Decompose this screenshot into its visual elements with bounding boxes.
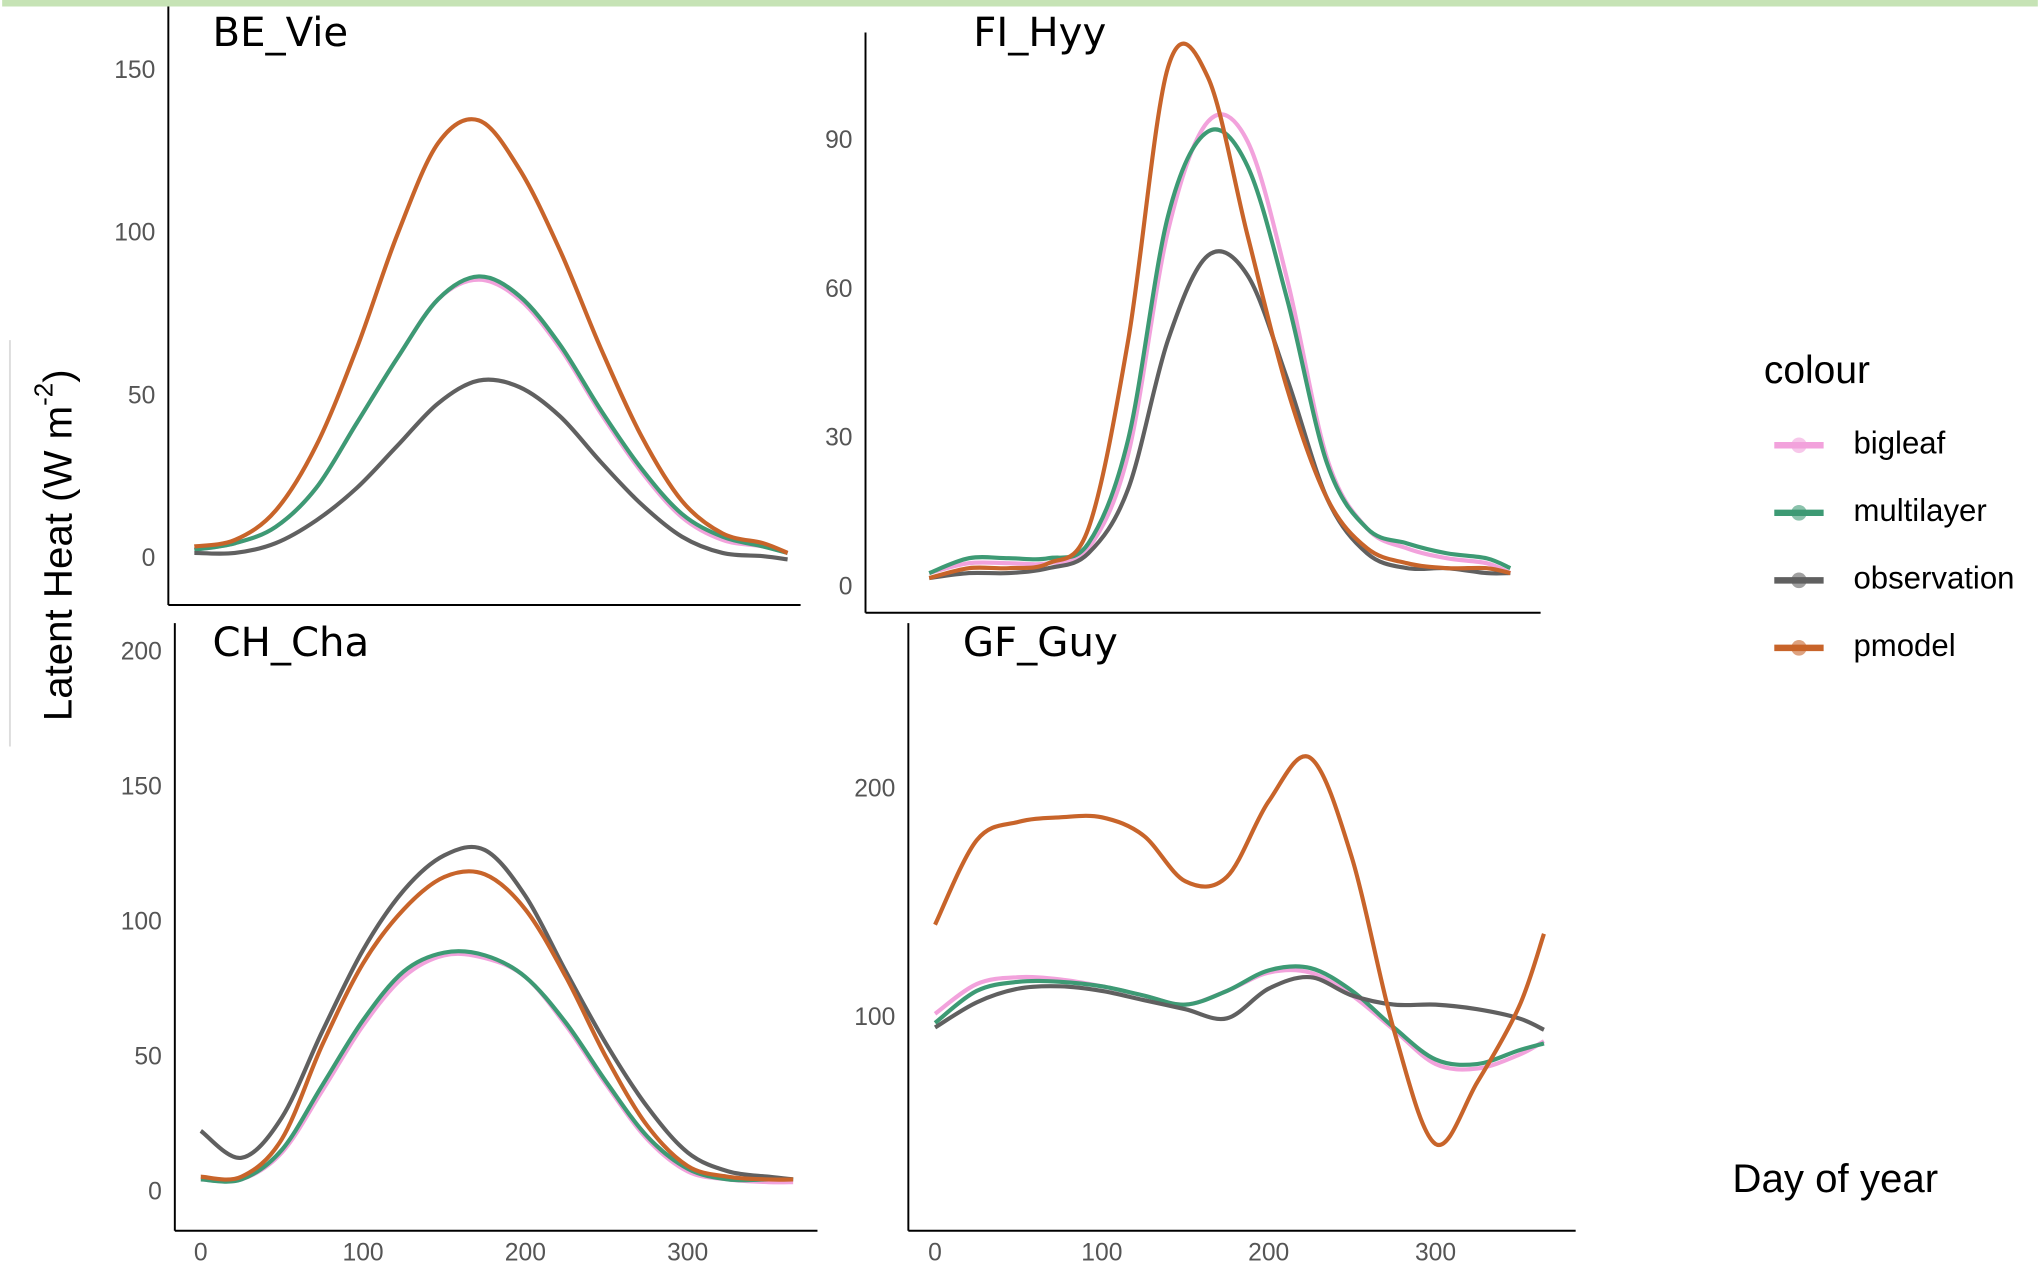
y-tick-label: 90 <box>825 127 852 154</box>
series-line <box>194 117 789 555</box>
x-tick-label: 0 <box>194 1240 208 1267</box>
series-line <box>928 112 1512 576</box>
series-line <box>194 277 789 555</box>
series-line <box>194 377 788 562</box>
legend-dot <box>1791 640 1807 656</box>
y-tick-label: 200 <box>121 638 162 665</box>
y-tick-label: 0 <box>148 1178 162 1205</box>
series-line <box>200 951 794 1185</box>
legend-label: observation <box>1853 561 2014 596</box>
x-tick-label: 0 <box>928 1240 942 1267</box>
y-tick-label: 150 <box>114 57 155 84</box>
legend-label: pmodel <box>1853 628 1955 663</box>
series-line <box>928 127 1512 576</box>
series-line <box>928 41 1511 581</box>
y-tick-label: 0 <box>142 545 156 572</box>
x-tick-label: 300 <box>667 1240 708 1267</box>
x-axis-label: Day of year <box>1732 1156 1938 1201</box>
x-tick-label: 100 <box>343 1240 384 1267</box>
y-axis-label: Latent Heat (W m-2) <box>28 369 80 721</box>
x-tick-label: 200 <box>1248 1240 1289 1267</box>
legend-label: bigleaf <box>1853 426 1945 461</box>
series-line <box>933 975 1545 1032</box>
series-line <box>933 964 1545 1067</box>
series-line <box>928 249 1511 581</box>
panel-title: CH_Cha <box>212 620 369 666</box>
y-tick-label: 200 <box>854 775 895 802</box>
legend-label: multilayer <box>1853 493 1986 528</box>
series-line <box>199 844 794 1182</box>
y-tick-label: 100 <box>121 908 162 935</box>
legend-entry: observation <box>1774 561 2014 596</box>
panel-title: FI_Hyy <box>973 10 1106 56</box>
y-tick-label: 50 <box>128 382 155 409</box>
top-bar <box>2 0 2038 7</box>
y-label-end: ) <box>35 369 80 382</box>
x-tick-label: 200 <box>505 1240 546 1267</box>
y-tick-label: 100 <box>114 220 155 247</box>
legend-entry: multilayer <box>1774 493 1987 528</box>
panel-title: BE_Vie <box>212 10 348 56</box>
y-tick-label: 150 <box>121 773 162 800</box>
legend-title: colour <box>1764 349 1870 392</box>
y-label-sup: -2 <box>28 383 58 406</box>
y-label-main: Latent Heat (W m <box>35 406 80 721</box>
x-tick-label: 100 <box>1081 1240 1122 1267</box>
x-tick-label: 300 <box>1415 1240 1456 1267</box>
legend-entry: pmodel <box>1774 628 1956 663</box>
legend-dot <box>1791 437 1807 454</box>
series-line <box>194 274 789 555</box>
series-line <box>200 869 794 1182</box>
legend-entry: bigleaf <box>1774 426 1946 461</box>
y-tick-label: 30 <box>825 425 852 452</box>
series-line <box>200 949 794 1184</box>
y-tick-label: 0 <box>839 573 853 600</box>
legend-dot <box>1791 572 1807 589</box>
y-tick-label: 100 <box>854 1004 895 1031</box>
y-tick-label: 60 <box>825 276 852 303</box>
panel-title: GF_Guy <box>963 620 1118 666</box>
y-tick-label: 50 <box>134 1043 161 1070</box>
legend-dot <box>1791 505 1807 521</box>
series-line <box>933 754 1546 1148</box>
